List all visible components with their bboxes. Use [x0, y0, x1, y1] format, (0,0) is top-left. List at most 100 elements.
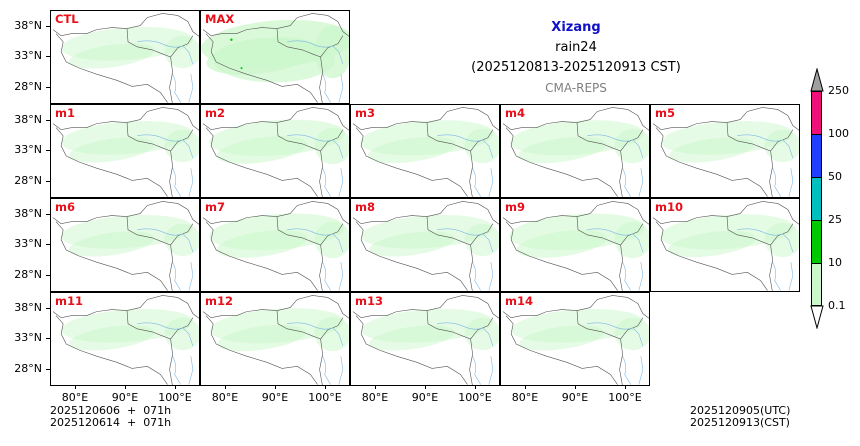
x-tick-mark	[225, 385, 226, 389]
x-tick-mark	[625, 385, 626, 389]
colorbar-level-label: 50	[828, 170, 842, 183]
x-tick-mark	[325, 385, 326, 389]
y-tick-label: 38°N	[14, 207, 42, 220]
y-tick-mark	[46, 56, 50, 57]
colorbar-segment	[811, 177, 822, 220]
forecast-init-line-1: 2025120606 + 071h	[50, 404, 172, 417]
x-tick-label: 90°E	[111, 391, 139, 404]
colorbar-level-label: 100	[828, 127, 849, 140]
x-tick-mark	[125, 385, 126, 389]
panel-label: m9	[505, 200, 525, 214]
map-panel-max: MAX	[200, 10, 350, 104]
colorbar-level-label: 10	[828, 256, 842, 269]
rain-field	[352, 295, 499, 385]
map-panel-ctl: CTL	[50, 10, 200, 104]
y-tick-mark	[46, 87, 50, 88]
y-tick-label: 28°N	[14, 80, 42, 93]
valid-time-utc: 2025120905(UTC)	[690, 404, 791, 417]
x-tick-mark	[425, 385, 426, 389]
x-tick-label: 100°E	[608, 391, 642, 404]
rain-field	[52, 201, 199, 291]
y-tick-label: 38°N	[14, 113, 42, 126]
panel-label: m3	[355, 106, 375, 120]
y-tick-mark	[46, 26, 50, 27]
map-panel-m7: m7	[200, 198, 350, 292]
panel-label: CTL	[55, 12, 79, 26]
x-tick-label: 80°E	[361, 391, 389, 404]
y-tick-mark	[46, 275, 50, 276]
rain-field	[352, 107, 499, 197]
y-tick-mark	[46, 214, 50, 215]
rain-field	[202, 107, 349, 197]
colorbar-segment	[811, 134, 822, 177]
y-tick-label: 33°N	[14, 49, 42, 62]
map-panel-m2: m2	[200, 104, 350, 198]
x-tick-mark	[475, 385, 476, 389]
forecast-init-line-2: 2025120614 + 071h	[50, 416, 172, 429]
map-panel-m4: m4	[500, 104, 650, 198]
colorbar-segment	[811, 263, 822, 306]
y-tick-mark	[46, 308, 50, 309]
rain-field	[201, 13, 349, 103]
valid-time-cst: 2025120913(CST)	[690, 416, 790, 429]
colorbar-level-label: 250	[828, 84, 849, 97]
rain-field	[352, 201, 499, 291]
x-tick-mark	[575, 385, 576, 389]
y-tick-label: 28°N	[14, 362, 42, 375]
period-title: (2025120813-2025120913 CST)	[471, 60, 681, 75]
x-tick-label: 80°E	[211, 391, 239, 404]
x-tick-mark	[375, 385, 376, 389]
rain-field	[202, 295, 349, 385]
panel-label: m14	[505, 294, 533, 308]
colorbar-segment	[811, 91, 822, 134]
rain-field	[502, 201, 649, 291]
x-tick-mark	[175, 385, 176, 389]
region-title: Xizang	[551, 20, 601, 35]
x-tick-label: 100°E	[458, 391, 492, 404]
panel-label: m11	[55, 294, 83, 308]
x-tick-mark	[275, 385, 276, 389]
map-panel-m1: m1	[50, 104, 200, 198]
variable-title: rain24	[555, 40, 597, 55]
panel-label: m4	[505, 106, 525, 120]
x-tick-mark	[525, 385, 526, 389]
y-tick-label: 33°N	[14, 331, 42, 344]
panel-label: m1	[55, 106, 75, 120]
x-tick-label: 100°E	[158, 391, 192, 404]
x-tick-label: 90°E	[261, 391, 289, 404]
panel-label: m6	[55, 200, 75, 214]
map-panel-m13: m13	[350, 292, 500, 386]
y-tick-mark	[46, 244, 50, 245]
rain-field	[52, 295, 199, 385]
y-tick-label: 28°N	[14, 268, 42, 281]
panel-label: m5	[655, 106, 675, 120]
colorbar-segment	[811, 220, 822, 263]
y-tick-mark	[46, 150, 50, 151]
x-tick-label: 90°E	[561, 391, 589, 404]
panel-label: m2	[205, 106, 225, 120]
rain-field	[652, 107, 799, 197]
map-panel-m3: m3	[350, 104, 500, 198]
map-panel-m9: m9	[500, 198, 650, 292]
x-tick-label: 80°E	[61, 391, 89, 404]
x-tick-label: 100°E	[308, 391, 342, 404]
map-panel-m14: m14	[500, 292, 650, 386]
colorbar-under-arrow	[810, 305, 824, 329]
model-title: CMA-REPS	[545, 81, 607, 95]
rain-field	[502, 107, 649, 197]
colorbar-over-arrow	[810, 68, 824, 92]
x-tick-label: 90°E	[411, 391, 439, 404]
panel-label: m12	[205, 294, 233, 308]
y-tick-mark	[46, 120, 50, 121]
panel-label: m8	[355, 200, 375, 214]
y-tick-label: 38°N	[14, 19, 42, 32]
y-tick-label: 33°N	[14, 237, 42, 250]
colorbar-level-label: 0.1	[828, 299, 846, 312]
map-panel-m5: m5	[650, 104, 800, 198]
panel-label: m10	[655, 200, 683, 214]
y-tick-label: 33°N	[14, 143, 42, 156]
y-tick-mark	[46, 369, 50, 370]
map-panel-m12: m12	[200, 292, 350, 386]
map-panel-m6: m6	[50, 198, 200, 292]
panel-label: m13	[355, 294, 383, 308]
